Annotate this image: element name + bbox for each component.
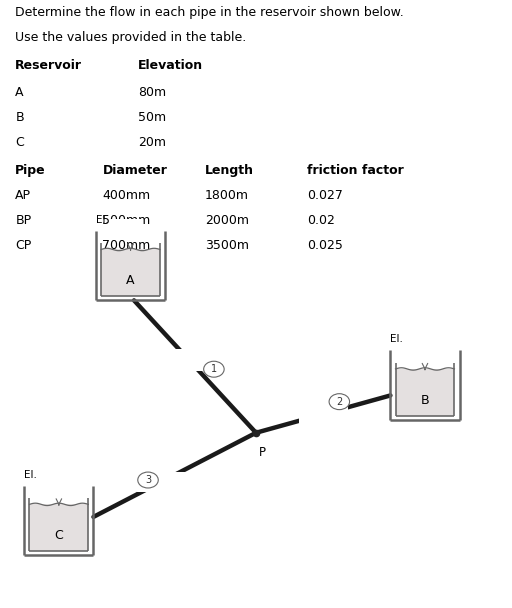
Text: Determine the flow in each pipe in the reservoir shown below.: Determine the flow in each pipe in the r… (15, 6, 404, 19)
Text: Diameter: Diameter (102, 164, 167, 176)
Text: B: B (421, 394, 429, 407)
Text: Pipe: Pipe (15, 164, 46, 176)
Text: 80m: 80m (138, 86, 166, 99)
Text: P: P (259, 446, 266, 458)
Circle shape (138, 472, 158, 488)
Text: AP: AP (15, 188, 31, 202)
Text: El.: El. (96, 215, 109, 225)
Circle shape (204, 361, 224, 377)
Bar (163, 349, 215, 371)
Text: 3: 3 (145, 475, 151, 485)
Text: A: A (126, 274, 135, 288)
Bar (137, 472, 186, 491)
Text: C: C (54, 529, 63, 542)
Text: Length: Length (205, 164, 254, 176)
Text: CP: CP (15, 239, 32, 252)
Text: B: B (15, 111, 24, 124)
Text: Reservoir: Reservoir (15, 59, 82, 72)
Text: friction factor: friction factor (307, 164, 404, 176)
Bar (404, 338, 435, 346)
Text: 500mm: 500mm (102, 214, 151, 227)
Text: Elevation: Elevation (138, 59, 203, 72)
Text: 2: 2 (336, 396, 343, 407)
Text: El.: El. (390, 334, 403, 344)
Text: BP: BP (15, 214, 31, 227)
Text: 0.025: 0.025 (307, 239, 343, 252)
Bar (299, 404, 348, 424)
Text: 2000m: 2000m (205, 214, 249, 227)
Polygon shape (30, 505, 88, 551)
Polygon shape (395, 369, 455, 416)
Text: El.: El. (25, 469, 37, 480)
Text: 400mm: 400mm (102, 188, 151, 202)
Circle shape (329, 394, 350, 410)
Text: 0.027: 0.027 (307, 188, 343, 202)
Text: A: A (15, 86, 24, 99)
Polygon shape (101, 249, 160, 296)
Text: C: C (15, 136, 24, 150)
Text: 1: 1 (211, 364, 217, 374)
Text: 50m: 50m (138, 111, 166, 124)
Text: 20m: 20m (138, 136, 166, 150)
Text: 700mm: 700mm (102, 239, 151, 252)
Text: 3500m: 3500m (205, 239, 249, 252)
Text: 0.02: 0.02 (307, 214, 335, 227)
Text: Use the values provided in the table.: Use the values provided in the table. (15, 32, 247, 44)
Text: 1800m: 1800m (205, 188, 249, 202)
Bar (111, 219, 141, 227)
Bar (39, 474, 70, 482)
